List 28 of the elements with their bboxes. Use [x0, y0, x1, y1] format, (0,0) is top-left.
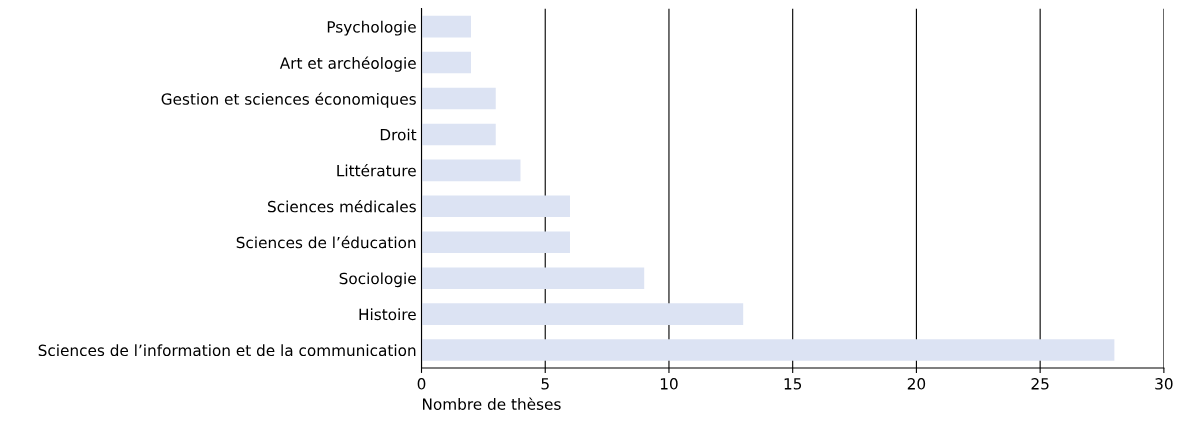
y-tick-label: Sciences de l’information et de la communication	[38, 344, 416, 357]
bar	[421, 339, 1115, 361]
x-tick-label: 0	[417, 378, 426, 390]
y-tick-label: Art et archéologie	[279, 56, 416, 72]
x-tick-label: 5	[541, 378, 549, 390]
bar	[421, 123, 496, 146]
bar	[421, 231, 570, 254]
x-tick-label: 25	[1031, 378, 1049, 390]
bar	[421, 303, 744, 325]
y-tick-label: Histoire	[359, 308, 416, 321]
y-tick-label: Gestion et sciences économiques	[161, 92, 416, 108]
bar	[421, 267, 645, 289]
bar	[421, 195, 570, 218]
bar	[421, 159, 521, 182]
x-tick-label: 20	[907, 378, 926, 390]
x-tick-label: 10	[660, 378, 678, 390]
bar	[421, 51, 471, 74]
y-tick-label: Littérature	[337, 163, 416, 177]
x-axis-title: Nombre de thèses	[423, 397, 561, 410]
y-tick-label: Sciences médicales	[268, 199, 416, 213]
y-tick-label: Psychologie	[327, 20, 416, 36]
y-tick-label: Droit	[380, 128, 417, 141]
x-tick-label: 15	[784, 378, 802, 390]
bar	[421, 15, 471, 38]
y-tick-label: Sciences de l’éducation	[236, 235, 416, 249]
x-tick-label: 30	[1155, 378, 1173, 390]
bar	[421, 87, 496, 110]
y-tick-label: Sociologie	[339, 272, 416, 288]
